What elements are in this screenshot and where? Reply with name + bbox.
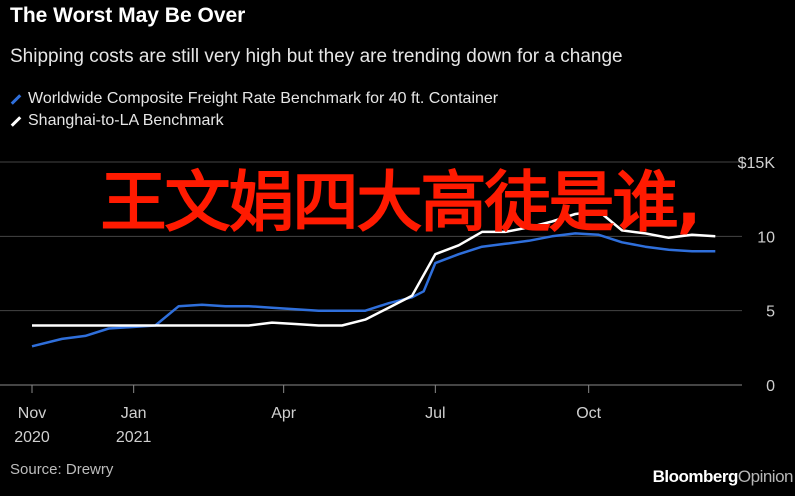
legend-item-shanghai-la: Shanghai-to-LA Benchmark (10, 110, 498, 132)
y-tick-label: $15K (738, 155, 776, 172)
overlay-watermark-text: 王文娟四大高徒是谁, (100, 164, 701, 241)
brand-secondary: Opinion (737, 467, 794, 486)
x-tick-label: Jul (425, 405, 445, 422)
series-line-shanghai-la (32, 209, 716, 327)
chart-subtitle: Shipping costs are still very high but t… (10, 46, 623, 67)
legend-label: Shanghai-to-LA Benchmark (28, 112, 224, 129)
y-tick-label: 5 (766, 304, 775, 321)
legend: Worldwide Composite Freight Rate Benchma… (10, 88, 498, 132)
y-tick-label: 0 (766, 378, 775, 395)
series-line-worldwide (31, 232, 716, 348)
y-tick-label: 10 (757, 229, 775, 246)
x-tick-label: Nov (18, 405, 46, 422)
brand-primary: Bloomberg (652, 467, 739, 486)
x-tick-label: Jan (121, 405, 147, 422)
x-tick-label-year: 2020 (14, 429, 50, 446)
x-tick-label: Oct (576, 405, 601, 422)
legend-label: Worldwide Composite Freight Rate Benchma… (28, 90, 499, 107)
brand-logo: BloombergOpinion (652, 467, 794, 487)
chart-title: The Worst May Be Over (10, 4, 246, 27)
x-tick-label-year: 2021 (116, 429, 152, 446)
legend-item-worldwide: Worldwide Composite Freight Rate Benchma… (10, 88, 498, 110)
source-note: Source: Drewry (10, 461, 114, 478)
x-tick-label: Apr (271, 405, 297, 422)
